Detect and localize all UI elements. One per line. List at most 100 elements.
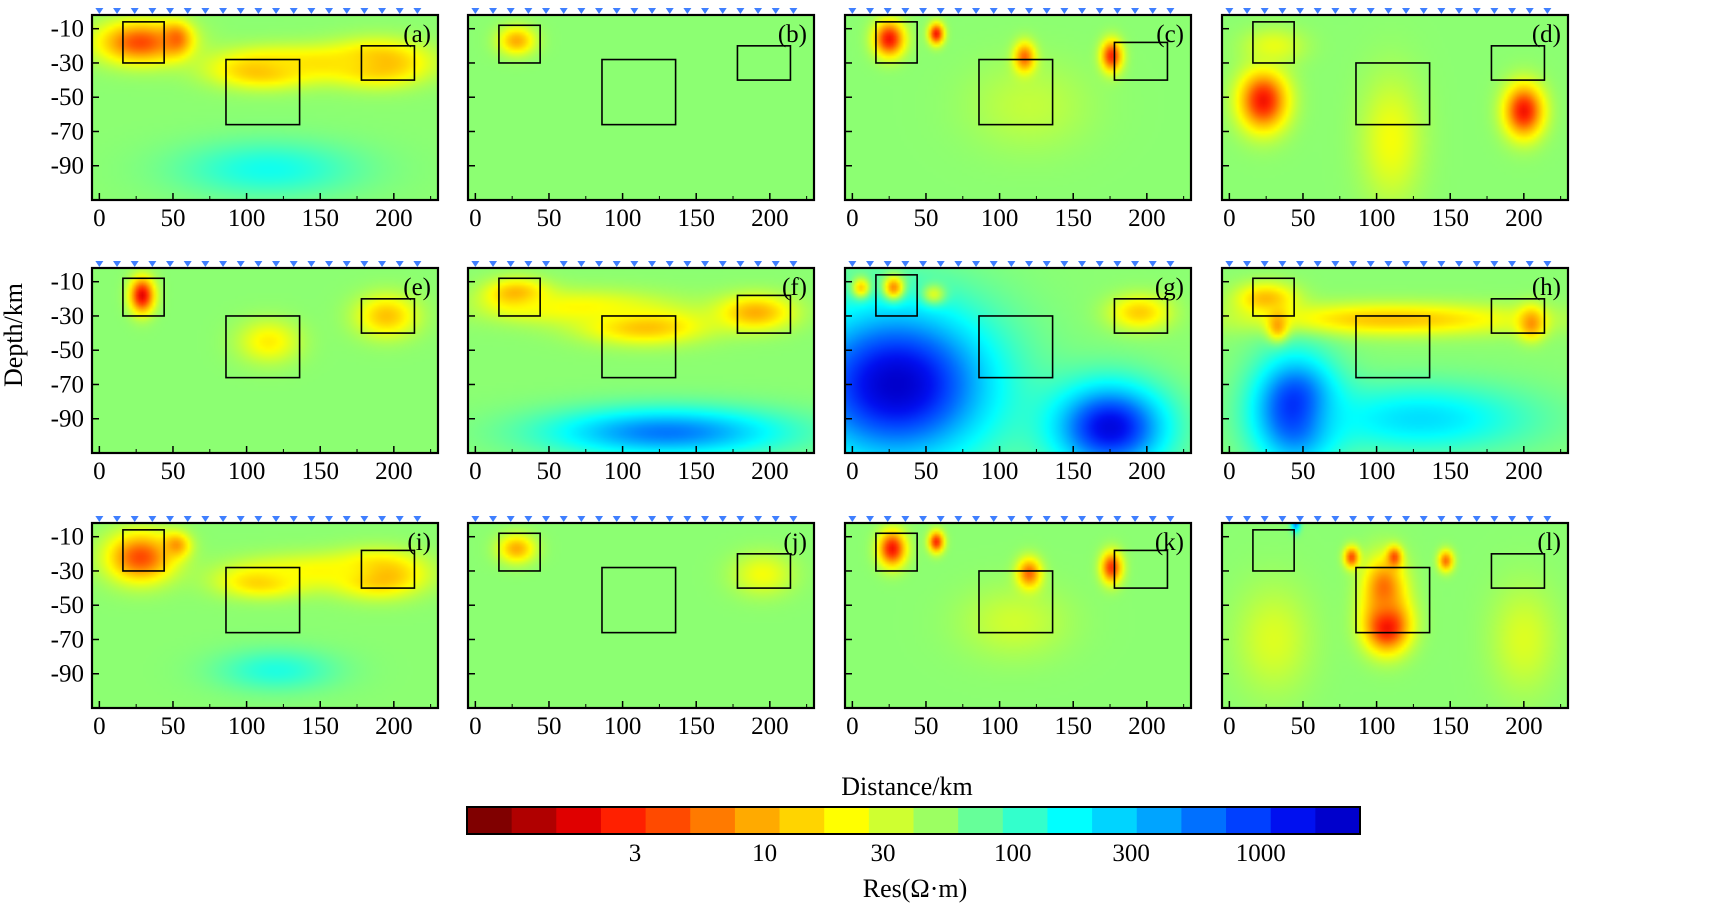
target-rectangle — [498, 24, 541, 64]
panel-label: (j) — [783, 529, 807, 556]
station-marker — [577, 261, 586, 267]
station-marker — [1095, 8, 1104, 14]
x-tick-label: 200 — [1128, 713, 1166, 740]
station-marker — [95, 8, 104, 14]
station-marker — [1113, 8, 1122, 14]
target-rectangle — [875, 274, 918, 317]
station-marker — [489, 516, 498, 522]
colorbar-swatch — [1181, 807, 1227, 834]
x-tick-label: 50 — [536, 713, 561, 740]
station-marker — [1007, 516, 1016, 522]
x-tick-label: 200 — [1505, 458, 1543, 485]
colorbar-swatch — [690, 807, 736, 834]
station-marker — [166, 261, 175, 267]
station-marker — [1437, 516, 1446, 522]
station-marker — [901, 8, 910, 14]
colorbar-swatch — [556, 807, 602, 834]
station-marker — [648, 516, 657, 522]
target-rectangle — [978, 570, 1054, 634]
station-marker — [919, 261, 928, 267]
station-marker — [506, 8, 515, 14]
station-marker — [524, 8, 533, 14]
x-tick-label: 0 — [846, 713, 859, 740]
station-marker — [471, 516, 480, 522]
x-tick-label: 150 — [1431, 205, 1469, 232]
heatmap-image — [468, 15, 814, 200]
station-marker — [542, 8, 551, 14]
station-marker — [1113, 261, 1122, 267]
panel-label: (d) — [1532, 21, 1561, 48]
station-marker — [219, 516, 228, 522]
station-marker — [883, 261, 892, 267]
panel-label: (k) — [1155, 529, 1184, 556]
x-tick-label: 50 — [1290, 205, 1315, 232]
panel-label: (a) — [403, 21, 431, 48]
station-marker — [1455, 516, 1464, 522]
station-marker — [577, 8, 586, 14]
station-marker — [1007, 261, 1016, 267]
target-rectangle — [875, 532, 918, 572]
station-marker — [95, 261, 104, 267]
heatmap-image — [92, 15, 438, 200]
station-marker — [413, 516, 422, 522]
heatmap-image — [468, 268, 814, 453]
station-marker — [254, 516, 263, 522]
station-marker — [1490, 516, 1499, 522]
colorbar-swatch — [1226, 807, 1272, 834]
station-marker — [1166, 516, 1175, 522]
colorbar-swatch — [1136, 807, 1182, 834]
colorbar-swatch — [913, 807, 959, 834]
target-rectangle — [122, 21, 165, 64]
station-marker — [648, 8, 657, 14]
target-rectangle — [1490, 553, 1546, 589]
station-marker — [1131, 261, 1140, 267]
station-marker — [1278, 516, 1287, 522]
station-marker — [183, 8, 192, 14]
y-tick-label: -70 — [51, 371, 84, 398]
station-marker — [360, 261, 369, 267]
panel-k: 0 50 100 150 200 (k) — [843, 516, 1193, 740]
x-tick-label: 50 — [160, 713, 185, 740]
colorbar-frame — [466, 806, 1361, 835]
y-tick-label: -10 — [51, 524, 84, 551]
station-marker — [683, 516, 692, 522]
target-rectangle — [978, 58, 1054, 126]
x-tick-label: 150 — [1054, 713, 1092, 740]
station-marker — [325, 8, 334, 14]
target-rectangle — [601, 315, 677, 379]
station-marker — [1166, 8, 1175, 14]
panel-frame — [843, 13, 1193, 202]
station-marker — [630, 8, 639, 14]
station-marker — [1419, 516, 1428, 522]
station-marker — [736, 261, 745, 267]
station-marker — [378, 261, 387, 267]
colorbar-swatch — [511, 807, 557, 834]
station-marker — [989, 516, 998, 522]
colorbar-swatch — [824, 807, 870, 834]
x-tick-label: 100 — [604, 713, 642, 740]
colorbar: 3 10 30 100 300 1000 — [466, 806, 1361, 867]
panel-label: (g) — [1155, 274, 1184, 301]
station-marker — [1384, 261, 1393, 267]
target-rectangle — [360, 298, 416, 334]
station-marker — [683, 8, 692, 14]
panel-frame — [90, 521, 440, 710]
station-marker — [1131, 8, 1140, 14]
station-marker — [1007, 8, 1016, 14]
station-marker — [1402, 516, 1411, 522]
station-marker — [1543, 261, 1552, 267]
station-marker — [201, 8, 210, 14]
colorbar-swatch — [645, 807, 691, 834]
x-tick-label: 0 — [469, 205, 482, 232]
x-tick-label: 200 — [375, 713, 413, 740]
station-marker — [612, 8, 621, 14]
x-tick-label: 0 — [469, 458, 482, 485]
y-tick-label: -10 — [51, 269, 84, 296]
station-marker — [771, 8, 780, 14]
station-marker — [1508, 516, 1517, 522]
station-marker — [1437, 8, 1446, 14]
x-tick-label: 0 — [1223, 458, 1236, 485]
station-marker — [1060, 261, 1069, 267]
station-marker — [254, 8, 263, 14]
x-tick-label: 0 — [93, 713, 106, 740]
